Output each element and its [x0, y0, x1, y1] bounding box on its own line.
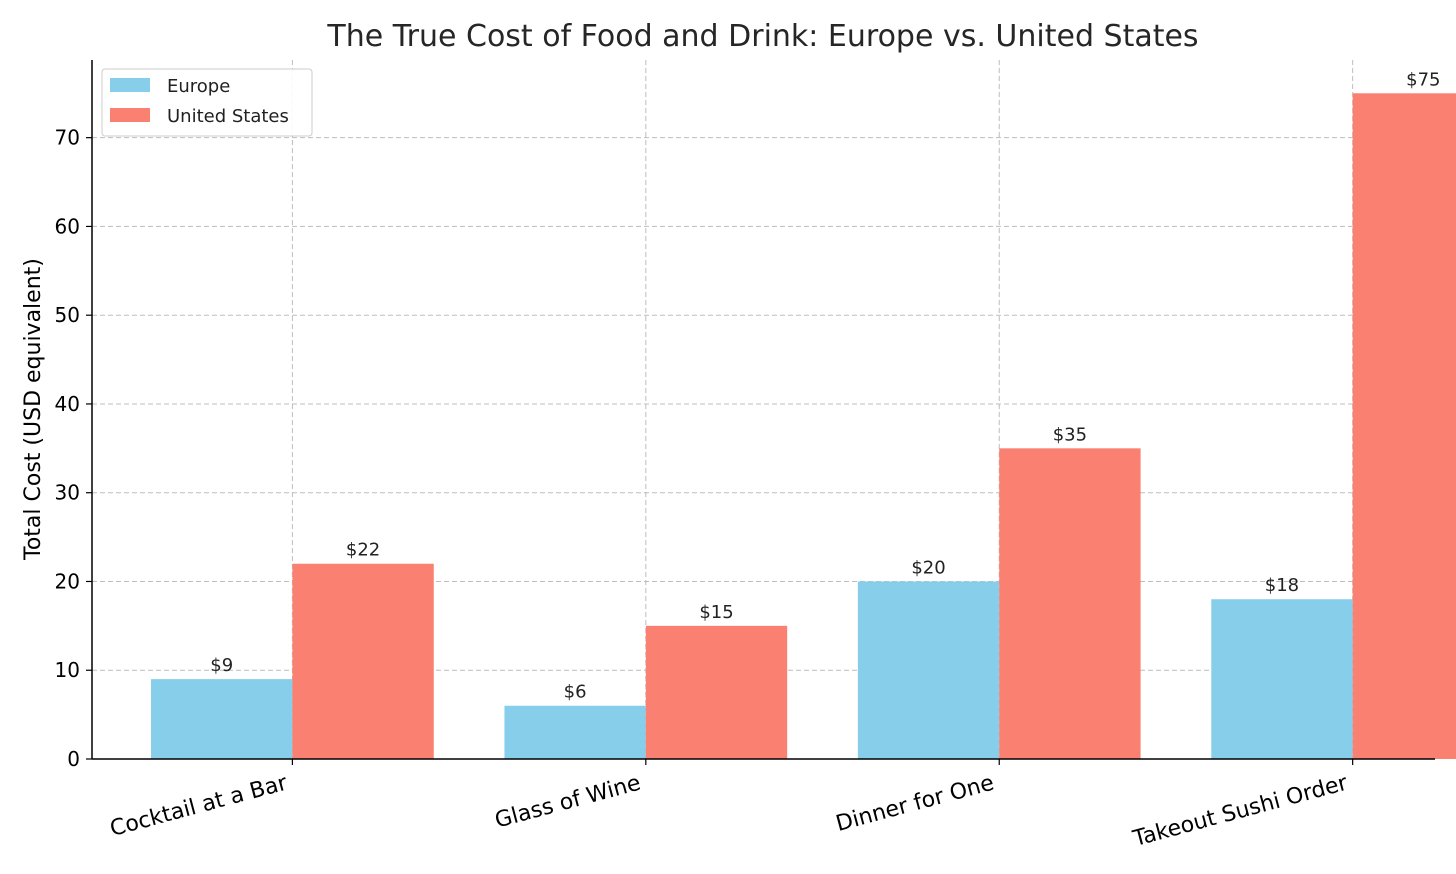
legend-box — [101, 68, 313, 137]
legend-label: United States — [167, 106, 289, 127]
bar-value-label: $15 — [699, 602, 733, 623]
x-tick-label: Takeout Sushi Order — [1130, 770, 1352, 852]
x-tick-label: Dinner for One — [833, 771, 996, 837]
y-tick-label: 10 — [55, 658, 80, 682]
bar-value-label: $20 — [911, 557, 945, 578]
y-tick-label: 20 — [55, 569, 80, 593]
y-tick-label: 0 — [67, 747, 80, 771]
chart-title: The True Cost of Food and Drink: Europe … — [326, 19, 1198, 54]
us-bar — [1352, 93, 1456, 760]
x-tick-label: Glass of Wine — [492, 771, 643, 834]
europe-bar — [857, 581, 1000, 759]
europe-bar — [151, 679, 293, 759]
us-bar — [999, 448, 1141, 759]
legend-label: Europe — [167, 76, 230, 97]
y-tick-label: 40 — [55, 392, 80, 416]
bar-value-label: $6 — [564, 682, 587, 703]
bar-value-label: $18 — [1265, 575, 1299, 596]
y-axis-label: Total Cost (USD equivalent) — [21, 258, 46, 561]
axes-layer — [91, 60, 1435, 760]
bar-value-label: $9 — [210, 655, 233, 676]
x-tick-label: Cocktail at a Bar — [107, 770, 290, 842]
bar-value-label: $75 — [1406, 69, 1440, 90]
us-bar — [645, 625, 788, 759]
y-tick-label: 70 — [55, 126, 80, 150]
y-tick-label: 60 — [55, 214, 80, 238]
y-tick-label: 30 — [55, 481, 80, 505]
legend-swatch-us — [110, 108, 150, 122]
bar-value-label: $22 — [346, 540, 380, 561]
legend: Europe United States — [101, 68, 313, 137]
bars-layer — [151, 93, 1456, 760]
y-tick-label: 50 — [55, 303, 80, 327]
us-bar — [292, 563, 434, 759]
europe-bar — [504, 705, 646, 759]
bar-value-label: $35 — [1053, 424, 1087, 445]
europe-bar — [1211, 599, 1353, 759]
legend-swatch-europe — [110, 78, 150, 92]
